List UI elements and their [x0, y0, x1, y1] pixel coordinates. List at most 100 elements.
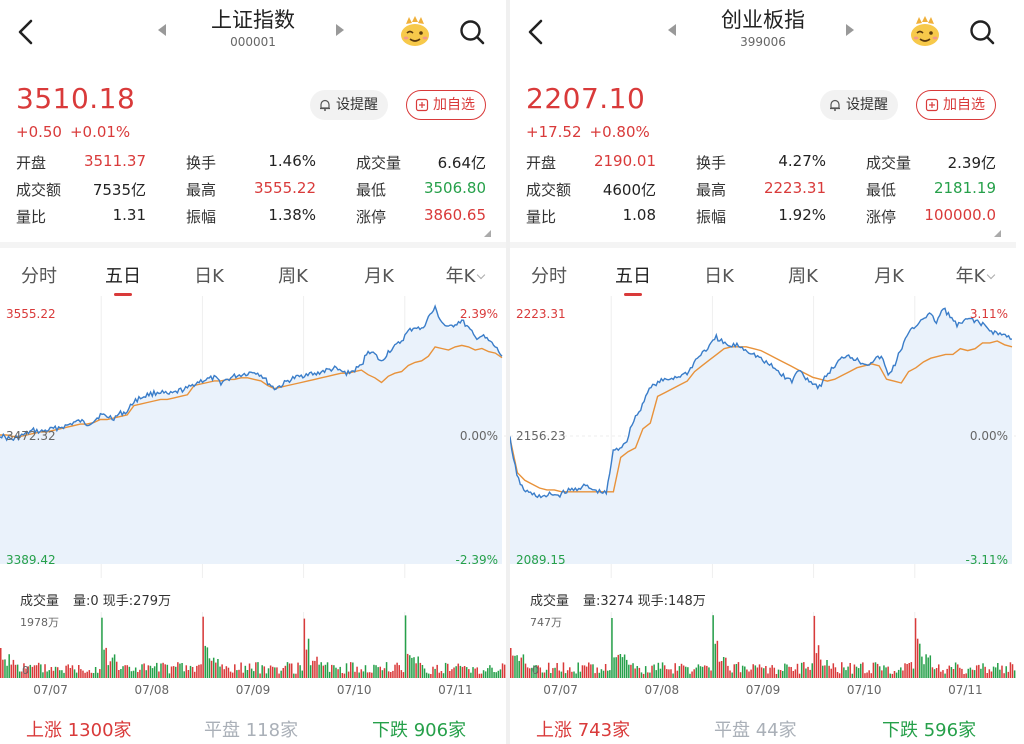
tab-label: 分时 — [21, 266, 57, 287]
volume-bar — [716, 640, 719, 678]
volume-bar — [994, 667, 997, 678]
add-watchlist-button[interactable]: 加自选 — [406, 90, 486, 120]
volume-bar — [427, 673, 430, 678]
tab-1[interactable]: 五日 — [88, 262, 158, 296]
volume-bar — [912, 668, 915, 678]
back-arrow-icon[interactable] — [524, 18, 548, 46]
volume-bar — [92, 673, 95, 678]
volume-bar — [27, 666, 29, 678]
volume-bar — [950, 667, 953, 678]
back-arrow-icon[interactable] — [14, 18, 38, 46]
volume-bar — [225, 666, 228, 678]
volume-bar — [900, 667, 902, 678]
volume-bar — [75, 672, 78, 678]
stock-panel-shanghai: 上证指数 000001 3510.18 +0.50 +0.01% 设提醒 加自选 … — [0, 0, 506, 744]
volume-bar — [843, 667, 845, 678]
prev-index-arrow-icon[interactable] — [668, 24, 676, 36]
volume-bar — [921, 656, 923, 678]
volume-bar — [99, 669, 101, 678]
volume-bar — [210, 660, 213, 678]
volume-bar — [543, 672, 546, 678]
volume-bar — [967, 668, 970, 678]
tab-4[interactable]: 月K — [854, 262, 924, 288]
tab-2[interactable]: 日K — [174, 262, 244, 288]
next-index-arrow-icon[interactable] — [846, 24, 854, 36]
pct-mid-label: 0.00% — [970, 429, 1008, 443]
volume-bar — [196, 665, 198, 678]
volume-bar — [200, 664, 202, 678]
tab-3[interactable]: 周K — [768, 262, 838, 288]
stat-value: 3506.80 — [423, 179, 486, 197]
volume-bar — [927, 657, 929, 678]
tab-2[interactable]: 日K — [684, 262, 754, 288]
volume-bar — [878, 666, 881, 678]
volume-bar — [600, 669, 603, 678]
volume-bar — [170, 666, 173, 678]
tab-1[interactable]: 五日 — [598, 262, 668, 296]
volume-bar — [139, 669, 141, 678]
tab-label: 五日 — [615, 266, 651, 287]
expand-corner-icon[interactable] — [484, 230, 491, 237]
volume-bar — [312, 660, 314, 678]
volume-bar — [872, 662, 875, 678]
volume-bars-chart[interactable]: 1978万 0 07/07 07/08 07/09 07/10 07/11 — [0, 612, 506, 704]
volume-bar — [670, 669, 672, 678]
volume-bar — [933, 669, 936, 678]
volume-bar — [883, 665, 885, 678]
volume-bar — [31, 666, 34, 678]
volume-bar — [124, 665, 126, 678]
volume-bar — [874, 662, 877, 678]
five-day-price-chart[interactable]: 3555.22 3472.32 3389.42 2.39% 0.00% -2.39% — [0, 296, 506, 578]
stat-value: 1.38% — [268, 206, 316, 224]
expand-corner-icon[interactable] — [994, 230, 1001, 237]
volume-bar — [503, 664, 506, 678]
fall-count: 下跌 596家 — [882, 720, 977, 741]
volume-bar — [672, 673, 674, 678]
set-alert-button[interactable]: 设提醒 — [820, 90, 898, 120]
volume-bar — [126, 665, 129, 678]
rise-count: 上涨 1300家 — [26, 720, 132, 741]
tab-4[interactable]: 月K — [344, 262, 414, 288]
search-icon[interactable] — [458, 18, 486, 46]
x-tick-label: 07/09 — [746, 683, 781, 697]
volume-bar — [857, 668, 860, 678]
volume-bar — [46, 671, 48, 678]
volume-section: 成交量 量:3274 现手:148万 747万 0 07/07 07/08 07/09 07… — [510, 584, 1016, 704]
volume-bar — [585, 666, 588, 678]
stat-label: 成交额 — [16, 181, 62, 199]
volume-bars-chart[interactable]: 747万 0 07/07 07/08 07/09 07/10 07/11 — [510, 612, 1016, 704]
tab-0[interactable]: 分时 — [514, 262, 584, 288]
five-day-price-chart[interactable]: 2223.31 2156.23 2089.15 3.11% 0.00% -3.11% — [510, 296, 1016, 578]
prev-index-arrow-icon[interactable] — [158, 24, 166, 36]
stats-row: 量比 1.08 振幅 1.92% 涨停 100000.0 — [526, 204, 1002, 231]
volume-bar — [174, 666, 177, 678]
next-index-arrow-icon[interactable] — [336, 24, 344, 36]
tab-3[interactable]: 周K — [258, 262, 328, 288]
volume-bar — [836, 672, 839, 678]
add-watchlist-button[interactable]: 加自选 — [916, 90, 996, 120]
volume-bar — [421, 665, 424, 678]
volume-bar — [636, 666, 639, 678]
volume-bar — [411, 657, 413, 678]
tab-0[interactable]: 分时 — [4, 262, 74, 288]
mascot-icon[interactable] — [908, 14, 942, 48]
search-icon[interactable] — [968, 18, 996, 46]
volume-bar — [392, 670, 394, 678]
volume-bar — [720, 661, 723, 678]
y-mid-label: 2156.23 — [516, 429, 566, 443]
volume-bar — [594, 673, 596, 678]
volume-bar — [324, 664, 327, 678]
volume-bar — [992, 666, 995, 678]
volume-bar — [954, 662, 957, 678]
volume-bar — [602, 670, 605, 678]
volume-bar — [434, 668, 436, 678]
mascot-icon[interactable] — [398, 14, 432, 48]
volume-bar — [811, 663, 813, 678]
tab-5[interactable]: 年K — [940, 262, 1010, 288]
volume-bar — [461, 666, 464, 678]
change-percent: +0.80% — [589, 123, 650, 141]
tab-5[interactable]: 年K — [430, 262, 500, 288]
volume-bar — [609, 670, 611, 678]
set-alert-button[interactable]: 设提醒 — [310, 90, 388, 120]
volume-bar — [763, 668, 765, 678]
